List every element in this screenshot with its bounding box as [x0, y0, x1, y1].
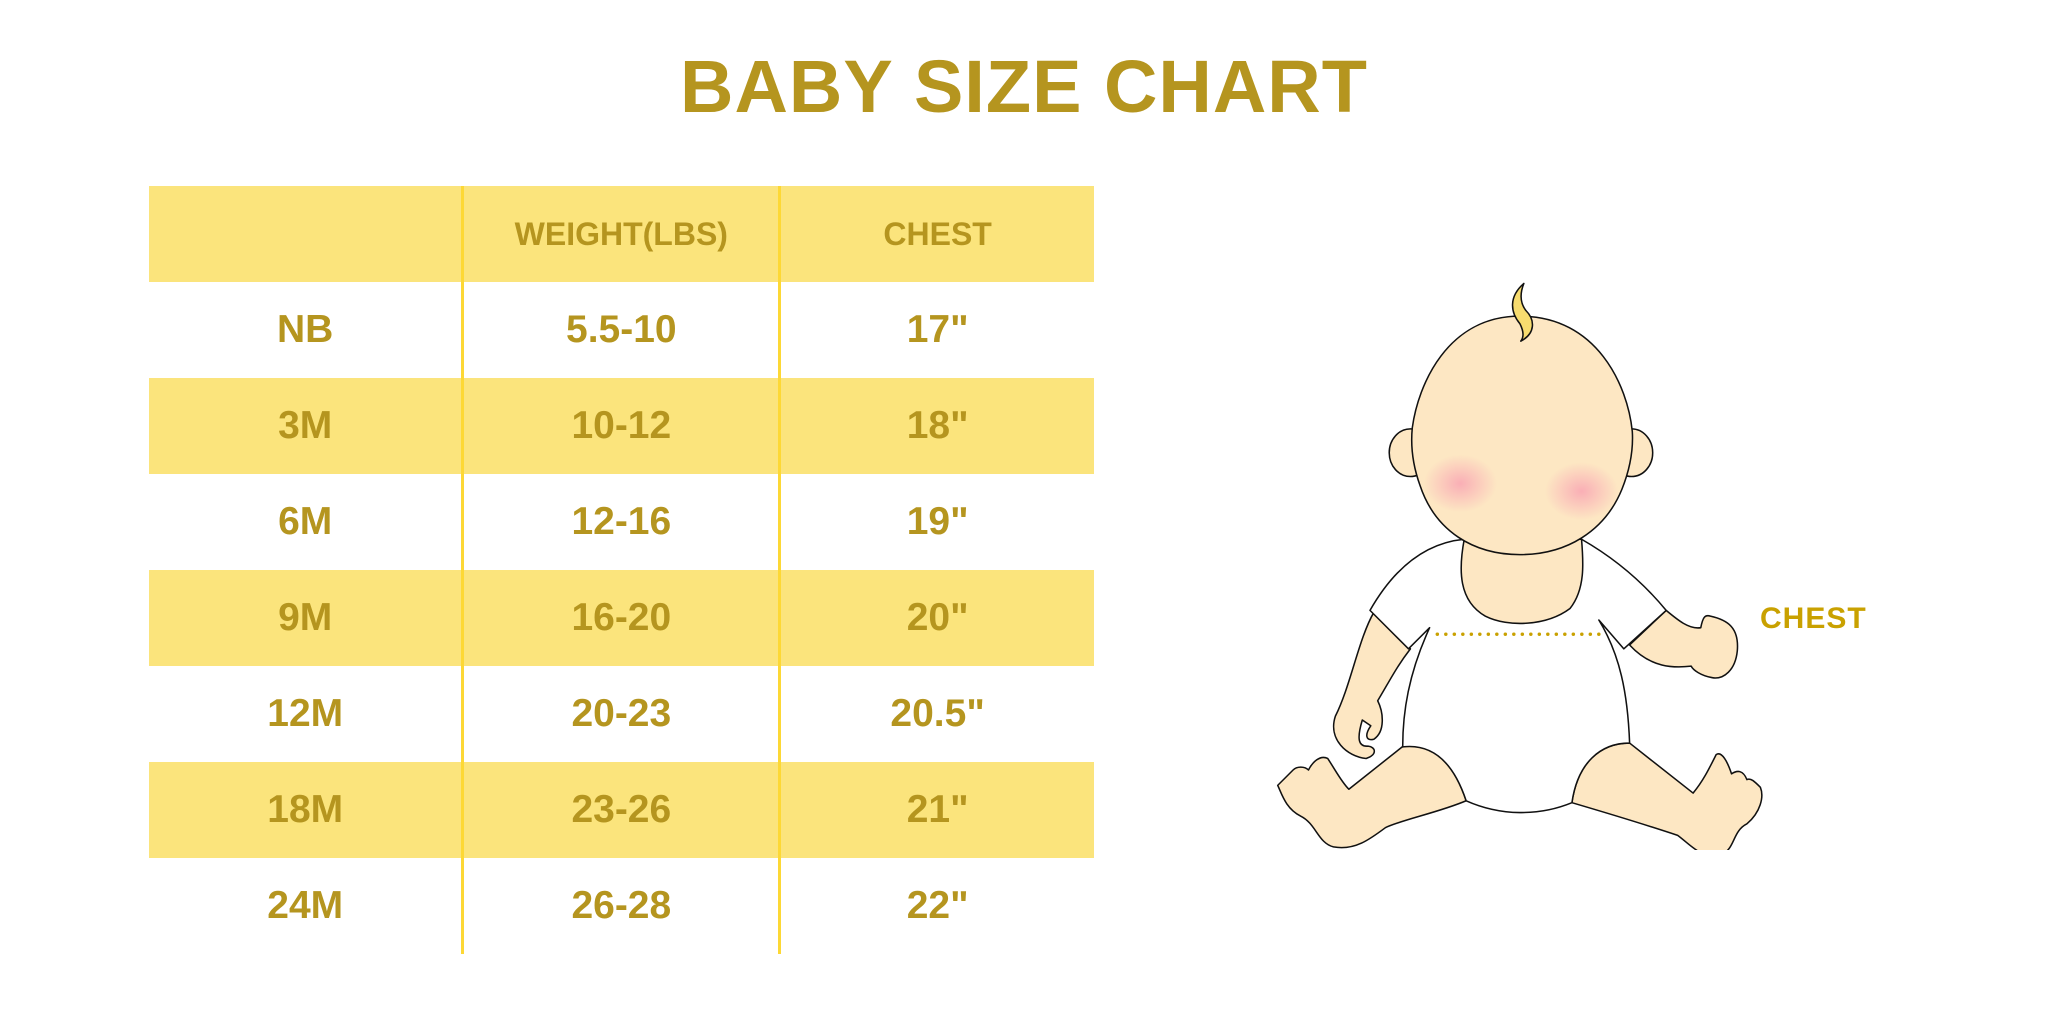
weight-cell: 16-20 — [462, 570, 782, 666]
size-cell: 12M — [149, 666, 465, 762]
table-header-row: WEIGHT(LBS) CHEST — [149, 186, 1094, 282]
weight-cell: 20-23 — [462, 666, 782, 762]
chart-title: BABY SIZE CHART — [680, 45, 1368, 128]
weight-cell: 23-26 — [462, 762, 782, 858]
left-leg — [1276, 744, 1467, 849]
chest-cell: 17" — [906, 308, 969, 351]
hair-curl — [1511, 282, 1534, 342]
neck — [1460, 538, 1584, 625]
weight-cell: 10-12 — [462, 378, 782, 474]
table-row: 6M 12-16 19" — [149, 474, 1094, 570]
onesie — [1369, 538, 1667, 814]
chest-cell: 22" — [906, 884, 969, 927]
column-header-weight: WEIGHT(LBS) — [462, 186, 782, 282]
chest-cell: 21" — [906, 788, 969, 831]
head — [1410, 315, 1634, 556]
size-table: WEIGHT(LBS) CHEST NB 5.5-10 17" 3M 10-12 18" 6… — [149, 186, 1094, 954]
size-cell: 9M — [149, 570, 465, 666]
chest-cell: 20.5" — [890, 692, 985, 735]
left-arm — [1333, 611, 1412, 760]
left-cheek — [1423, 454, 1497, 513]
baby-illustration — [1276, 282, 1763, 850]
chest-cell: 19" — [906, 500, 969, 543]
right-leg — [1571, 742, 1763, 850]
weight-cell: 26-28 — [462, 858, 782, 954]
column-header-chest: CHEST — [883, 215, 992, 252]
weight-cell: 5.5-10 — [462, 282, 782, 378]
table-row: 3M 10-12 18" — [149, 378, 1094, 474]
table-row: 12M 20-23 20.5" — [149, 666, 1094, 762]
column-header-size — [149, 186, 465, 282]
chest-label: CHEST — [1760, 602, 1867, 635]
size-cell: 24M — [149, 858, 465, 954]
chest-cell: 18" — [906, 404, 969, 447]
table-row: 9M 16-20 20" — [149, 570, 1094, 666]
chest-cell: 20" — [906, 596, 969, 639]
weight-cell: 12-16 — [462, 474, 782, 570]
size-cell: NB — [149, 282, 465, 378]
size-cell: 3M — [149, 378, 465, 474]
size-cell: 18M — [149, 762, 465, 858]
table-row: NB 5.5-10 17" — [149, 282, 1094, 378]
table-row: 24M 26-28 22" — [149, 858, 1094, 954]
table-row: 18M 23-26 21" — [149, 762, 1094, 858]
size-cell: 6M — [149, 474, 465, 570]
right-arm — [1628, 609, 1739, 679]
right-cheek — [1545, 462, 1619, 520]
